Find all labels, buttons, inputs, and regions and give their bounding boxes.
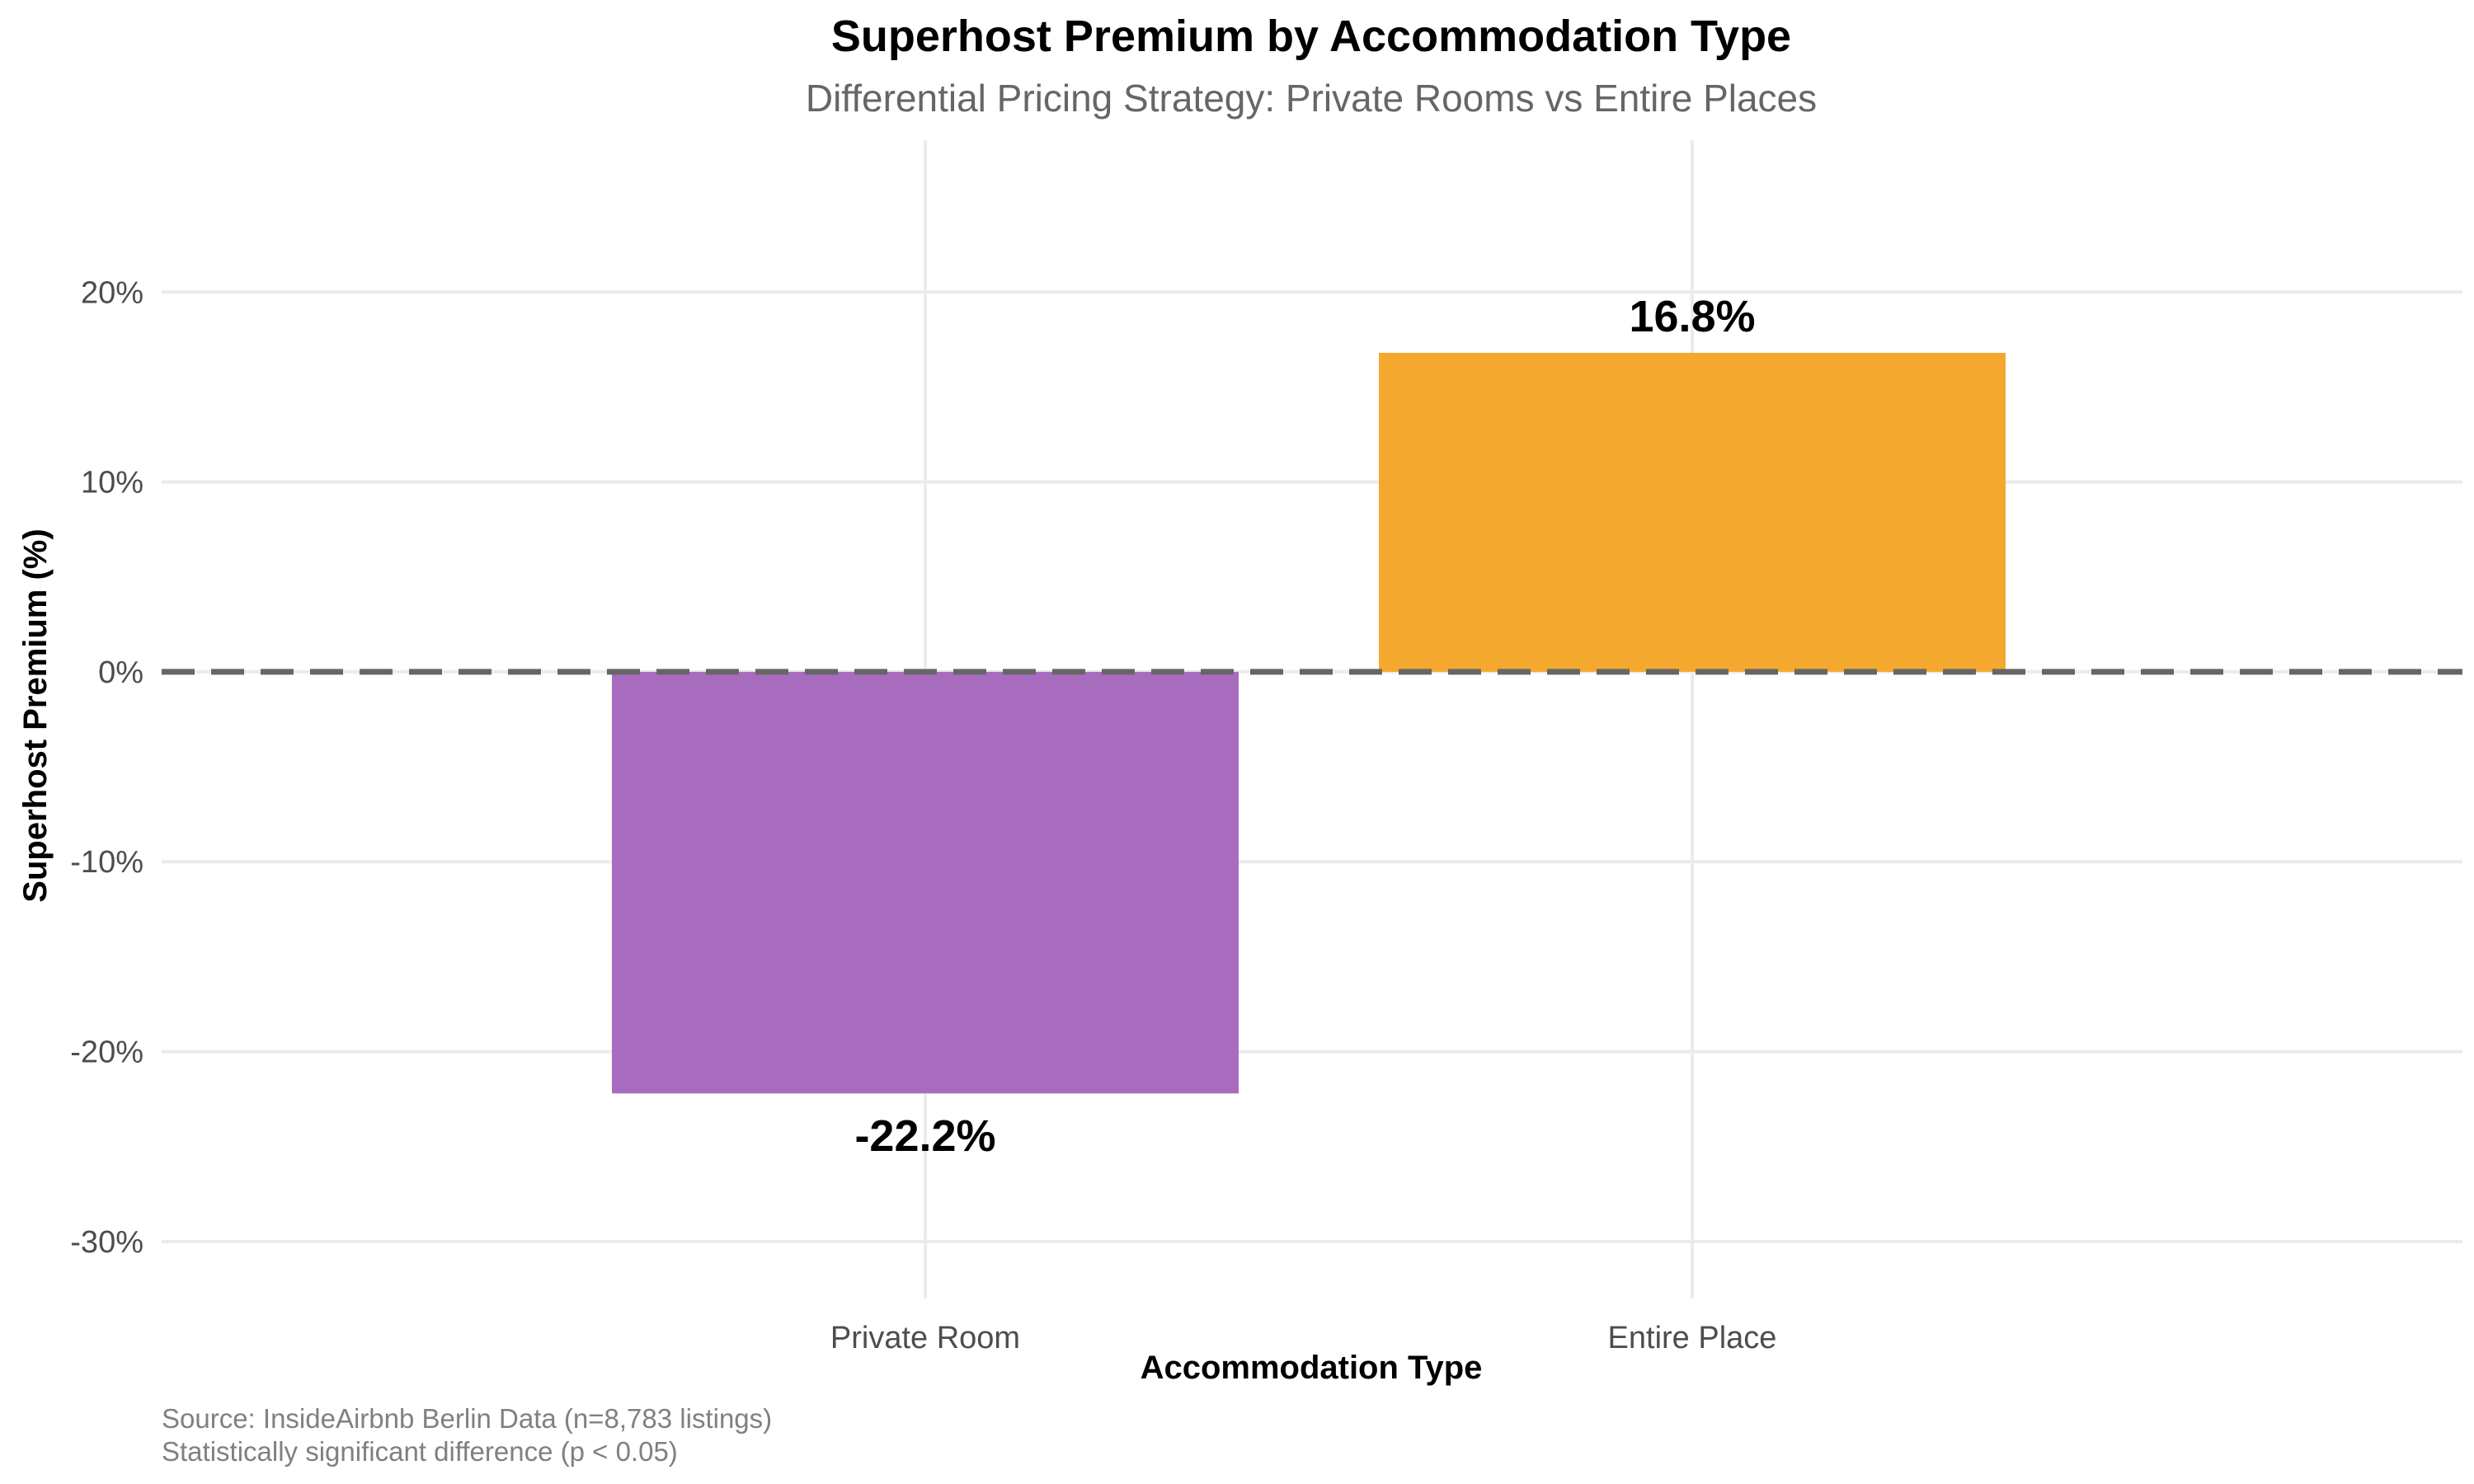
bar-private-room: [612, 671, 1239, 1094]
y-tick-label: 10%: [81, 466, 143, 500]
x-tick-label: Entire Place: [1608, 1321, 1777, 1355]
y-tick-label: 20%: [81, 275, 143, 310]
x-tick-label: Private Room: [830, 1321, 1020, 1355]
y-axis-ticks: -30% -20% -10% 0% 10% 20%: [70, 275, 143, 1260]
caption-significance: Statistically significant difference (p …: [162, 1436, 678, 1467]
x-axis-ticks: Private Room Entire Place: [830, 1321, 1777, 1355]
x-axis-title: Accommodation Type: [1141, 1350, 1483, 1386]
bars: [612, 352, 2006, 1094]
caption-source: Source: InsideAirbnb Berlin Data (n=8,78…: [162, 1403, 772, 1434]
y-tick-label: -30%: [70, 1225, 143, 1260]
bar-entire-place: [1379, 352, 2006, 672]
chart-title: Superhost Premium by Accommodation Type: [831, 12, 1791, 61]
y-tick-label: -10%: [70, 845, 143, 880]
data-label: -22.2%: [854, 1111, 995, 1161]
y-tick-label: 0%: [98, 655, 143, 690]
y-axis-title: Superhost Premium (%): [17, 528, 54, 902]
data-labels: -22.2% 16.8%: [854, 292, 1755, 1161]
data-label: 16.8%: [1629, 292, 1755, 341]
y-tick-label: -20%: [70, 1036, 143, 1070]
chart-subtitle: Differential Pricing Strategy: Private R…: [806, 77, 1817, 120]
grid: [162, 140, 2462, 1298]
